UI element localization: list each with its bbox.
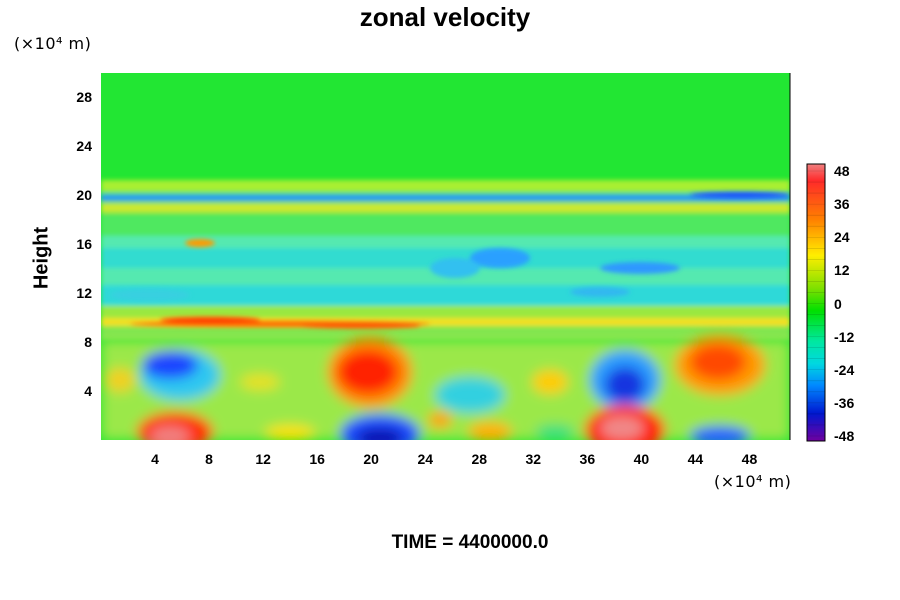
y-tick-label: 24 xyxy=(76,138,92,155)
upper-bands xyxy=(101,180,790,340)
y-tick-label: 4 xyxy=(84,383,92,400)
y-tick-label: 8 xyxy=(84,334,92,351)
colorbar xyxy=(806,163,826,442)
colorbar-tick-label: -36 xyxy=(834,394,855,411)
colorbar-tick-label: -24 xyxy=(834,361,855,378)
x-tick-label: 40 xyxy=(633,451,650,467)
colorbar-tick-label: -12 xyxy=(834,328,855,345)
x-tick-label: 8 xyxy=(205,451,213,467)
y-tick-label: 20 xyxy=(76,187,92,204)
x-tick-label: 4 xyxy=(151,451,159,467)
x-tick-label: 48 xyxy=(741,451,758,467)
colorbar-level-lines xyxy=(807,170,825,437)
colorbar-tick-label: 36 xyxy=(834,196,850,213)
heatmap-field xyxy=(101,73,790,440)
x-tick-label: 24 xyxy=(417,451,434,467)
y-tick-label: 16 xyxy=(76,236,92,253)
x-tick-label: 20 xyxy=(363,451,379,467)
x-tick-label: 44 xyxy=(687,451,704,467)
time-label: TIME = 4400000.0 xyxy=(391,532,549,553)
chart-title: zonal velocity xyxy=(359,2,531,32)
colorbar-tick-label: -48 xyxy=(834,428,855,444)
y-axis-unit: (×10⁴ m) xyxy=(14,34,92,53)
x-tick-label: 16 xyxy=(309,451,325,467)
x-tick-label: 28 xyxy=(471,451,488,467)
colorbar-tick-label: 12 xyxy=(834,262,850,279)
x-tick-label: 36 xyxy=(579,451,596,467)
y-tick-label: 28 xyxy=(76,89,92,106)
lower-field xyxy=(101,335,790,440)
colorbar-tick-label: 24 xyxy=(834,229,850,246)
x-axis-unit: (×10⁴ m) xyxy=(714,472,792,491)
x-tick-label: 32 xyxy=(525,451,542,467)
x-tick-label: 12 xyxy=(255,451,271,467)
upper-details xyxy=(110,192,790,329)
colorbar-tick-label: 48 xyxy=(834,163,850,179)
colorbar-tick-label: 0 xyxy=(834,295,842,312)
y-tick-label: 12 xyxy=(76,285,92,302)
